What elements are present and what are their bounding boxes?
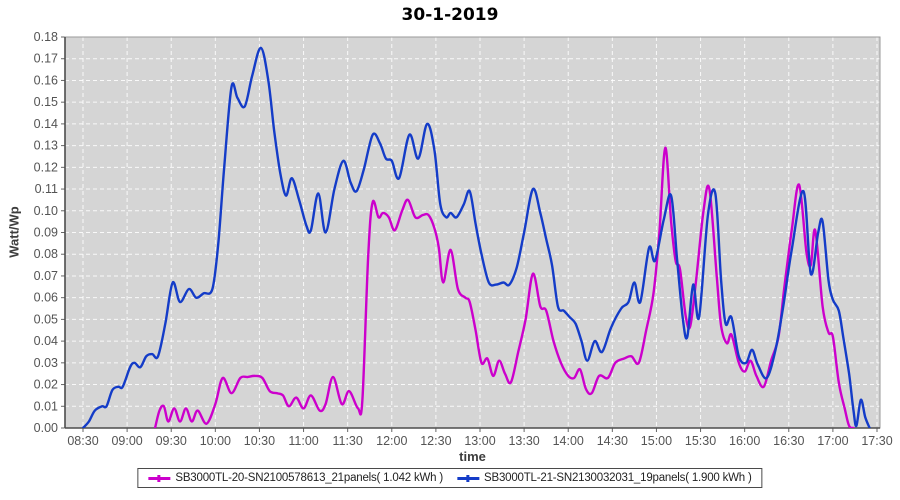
- x-tick-label: 10:00: [200, 434, 231, 448]
- x-tick-label: 16:30: [773, 434, 804, 448]
- chart-title: 30-1-2019: [401, 5, 499, 25]
- x-tick-label: 14:00: [553, 434, 584, 448]
- y-tick-label: 0.12: [34, 160, 58, 174]
- series-0-color-marker: [148, 474, 171, 482]
- y-tick-label: 0.10: [34, 204, 58, 218]
- legend-item-sb3000tl-20: SB3000TL-20-SN2100578613_21panels( 1.042…: [148, 472, 443, 484]
- y-tick-label: 0.04: [34, 334, 58, 348]
- y-tick-label: 0.11: [35, 182, 58, 196]
- x-tick-label: 11:00: [288, 434, 318, 448]
- x-tick-label: 13:30: [508, 434, 539, 448]
- y-tick-label: 0.16: [34, 73, 58, 87]
- x-tick-label: 13:00: [464, 434, 495, 448]
- y-tick-label: 0.08: [34, 247, 58, 261]
- x-tick-label: 08:30: [67, 434, 98, 448]
- series-line-SB3000TL-21: [81, 46, 871, 428]
- x-tick-label: 10:30: [244, 434, 275, 448]
- y-tick-label: 0.01: [34, 399, 58, 413]
- y-tick-label: 0.18: [34, 30, 58, 44]
- y-tick-label: 0.09: [34, 226, 58, 240]
- x-tick-label: 12:00: [376, 434, 407, 448]
- x-tick-label: 15:30: [685, 434, 716, 448]
- y-axis-title: Watt/Wp: [6, 206, 22, 258]
- tick-labels: 08:30 09:00 09:30 10:00 10:30 11:00 11:30 12:00…: [34, 30, 893, 448]
- y-tick-label: 0.03: [34, 356, 58, 370]
- legend: SB3000TL-20-SN2100578613_21panels( 1.042…: [137, 468, 763, 488]
- y-tick-label: 0.02: [34, 378, 58, 392]
- series-lines: [81, 46, 871, 428]
- x-tick-label: 12:30: [420, 434, 451, 448]
- x-tick-label: 17:30: [861, 434, 892, 448]
- y-tick-label: 0.13: [34, 139, 58, 153]
- y-tick-label: 0.00: [34, 421, 58, 435]
- series-1-color-marker: [457, 474, 479, 482]
- x-tick-label: 15:00: [641, 434, 672, 448]
- legend-label-sb3000tl-20: SB3000TL-20-SN2100578613_21panels( 1.042…: [175, 472, 443, 484]
- legend-item-sb3000tl-21: SB3000TL-21-SN2130032031_19panels( 1.900…: [457, 472, 752, 484]
- x-tick-label: 14:30: [597, 434, 628, 448]
- y-tick-label: 0.17: [34, 52, 58, 66]
- x-tick-label: 09:30: [156, 434, 187, 448]
- legend-label-sb3000tl-21: SB3000TL-21-SN2130032031_19panels( 1.900…: [484, 472, 752, 484]
- y-tick-label: 0.05: [34, 312, 58, 326]
- y-tick-label: 0.15: [34, 95, 58, 109]
- y-tick-label: 0.14: [34, 117, 58, 131]
- x-tick-label: 17:00: [817, 434, 848, 448]
- y-tick-label: 0.07: [34, 269, 58, 283]
- x-tick-label: 11:30: [332, 434, 362, 448]
- series-line-SB3000TL-20: [153, 146, 855, 428]
- x-tick-label: 16:00: [729, 434, 760, 448]
- x-tick-label: 09:00: [111, 434, 142, 448]
- y-tick-label: 0.06: [34, 291, 58, 305]
- x-axis-title: time: [459, 449, 486, 464]
